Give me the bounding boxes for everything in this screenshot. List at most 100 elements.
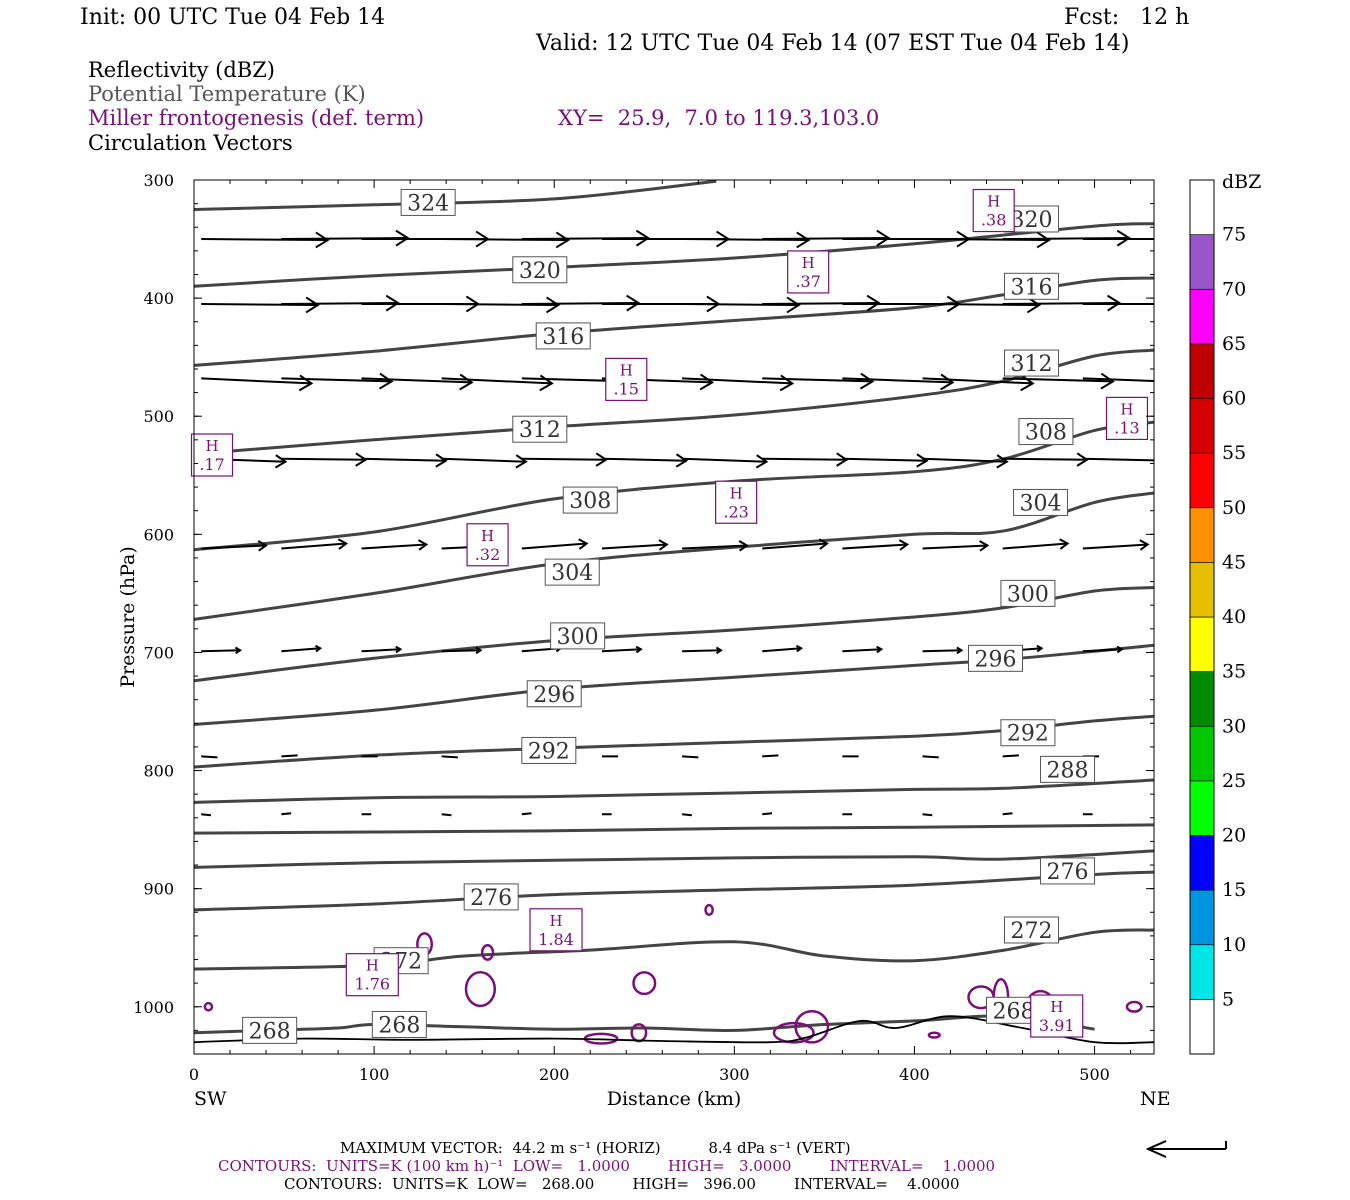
svg-text:H: H: [205, 437, 218, 455]
circulation-vector: [762, 644, 804, 653]
colorbar-tick-label: 35: [1222, 661, 1246, 683]
frontogenesis-high: H.38: [972, 188, 1015, 233]
circulation-vector: [1082, 238, 1154, 241]
svg-text:.23: .23: [723, 502, 748, 521]
colorbar-tick-label: 30: [1222, 715, 1246, 737]
svg-text:272: 272: [1011, 919, 1053, 944]
circulation-vector: [1002, 754, 1019, 758]
circulation-vector: [762, 372, 875, 390]
theta-label-324: 324: [400, 188, 456, 216]
frontogenesis-high: H.13: [1105, 396, 1149, 440]
circulation-vector: [201, 231, 330, 249]
circulation-vector: [1082, 377, 1154, 383]
svg-text:312: 312: [1011, 352, 1053, 377]
colorbar-title: dBZ: [1222, 171, 1261, 193]
circulation-vector: [682, 540, 749, 552]
x-tick-label: 500: [1079, 1065, 1110, 1084]
svg-text:316: 316: [1011, 275, 1053, 300]
x-axis-label: Distance (km): [607, 1088, 742, 1110]
frontogenesis-contour: [794, 1009, 830, 1044]
reference-vector: [1145, 1140, 1227, 1158]
frontogenesis-high: H.17: [190, 433, 234, 477]
svg-text:268: 268: [249, 1019, 291, 1044]
circulation-vector: [601, 645, 643, 654]
colorbar-swatch: [1189, 999, 1215, 1055]
svg-text:308: 308: [569, 489, 611, 514]
y-tick-label: 900: [143, 880, 174, 899]
svg-text:H: H: [620, 361, 633, 379]
svg-text:H: H: [987, 193, 1000, 211]
svg-text:292: 292: [1007, 722, 1049, 747]
svg-text:1.76: 1.76: [354, 975, 390, 994]
circulation-vector: [842, 645, 884, 654]
circulation-vector: [842, 453, 929, 468]
x-tick-label: 100: [359, 1065, 390, 1084]
svg-text:304: 304: [1020, 491, 1062, 516]
circulation-vector: [441, 296, 561, 314]
svg-text:276: 276: [1047, 860, 1089, 885]
frontogenesis-contour: [772, 1021, 815, 1044]
colorbar-tick-label: 55: [1222, 442, 1246, 464]
circulation-vector: [1002, 538, 1070, 550]
circulation-vector: [762, 538, 829, 550]
svg-text:276: 276: [470, 886, 512, 911]
svg-text:308: 308: [1025, 421, 1067, 446]
colorbar-tick-label: 50: [1222, 497, 1246, 519]
frontogenesis-contour-note: CONTOURS: UNITS=K (100 km h)⁻¹ LOW= 1.00…: [218, 1157, 996, 1175]
theta-label-304: 304: [1013, 488, 1069, 516]
circulation-vector: [842, 373, 955, 391]
theta-label-308: 308: [562, 486, 618, 514]
x-tick-label: 0: [189, 1065, 199, 1084]
colorbar-swatch: [1189, 452, 1215, 509]
circulation-vector: [922, 540, 990, 552]
svg-text:324: 324: [407, 191, 449, 216]
y-tick-label: 600: [143, 525, 174, 544]
circulation-vector: [441, 813, 452, 817]
colorbar-tick-label: 5: [1222, 988, 1234, 1010]
theta-label-272: 272: [1004, 916, 1060, 944]
theta-label-312: 312: [512, 415, 568, 443]
frontogenesis-high: H.37: [787, 250, 830, 294]
colorbar-swatch: [1189, 616, 1215, 672]
x-endpoint-left: SW: [194, 1088, 227, 1110]
svg-text:.37: .37: [795, 272, 820, 291]
frontogenesis-high: H.32: [466, 523, 509, 567]
circulation-vector: [922, 646, 964, 655]
frontogenesis-high: H.15: [605, 357, 648, 402]
circulation-vector: [201, 646, 242, 655]
colorbar-swatch: [1189, 725, 1215, 782]
theta-label-268: 268: [371, 1010, 427, 1038]
cross-section-endpoints: XY= 25.9, 7.0 to 119.3,103.0: [558, 106, 880, 130]
frontogenesis-contour: [632, 971, 657, 996]
frontogenesis-contour: [480, 943, 495, 961]
circulation-vector: [361, 645, 403, 654]
svg-text:268: 268: [378, 1013, 420, 1038]
theta-label-292: 292: [1000, 719, 1056, 747]
theta-label-268: 268: [242, 1016, 298, 1044]
colorbar-tick-label: 15: [1222, 879, 1246, 901]
theta-contour-296: [194, 643, 1154, 726]
colorbar-tick-label: 75: [1222, 224, 1246, 246]
theta-contour-324: [194, 180, 717, 211]
colorbar-tick-label: 40: [1222, 606, 1246, 628]
colorbar-swatch: [1189, 507, 1215, 563]
colorbar-swatch: [1189, 944, 1215, 1000]
circulation-vector: [201, 755, 218, 759]
theta-label-288: 288: [1040, 755, 1096, 783]
colorbar-swatch: [1189, 234, 1215, 290]
circulation-vector: [1082, 645, 1124, 654]
theta-label-276: 276: [463, 883, 519, 911]
svg-text:288: 288: [1047, 758, 1089, 783]
y-tick-label: 700: [143, 643, 174, 662]
circulation-vector: [1002, 812, 1013, 816]
circulation-vector: [201, 813, 212, 817]
svg-text:320: 320: [1011, 208, 1053, 233]
theta-contour-288: [194, 778, 1154, 804]
circulation-vector: [281, 538, 349, 550]
circulation-vector: [201, 374, 314, 392]
y-tick-label: 500: [143, 407, 174, 426]
circulation-vector: [682, 231, 811, 249]
circulation-vector: [361, 373, 474, 391]
y-tick-label: 300: [143, 171, 174, 190]
legend-frontogenesis: Miller frontogenesis (def. term): [88, 106, 425, 130]
